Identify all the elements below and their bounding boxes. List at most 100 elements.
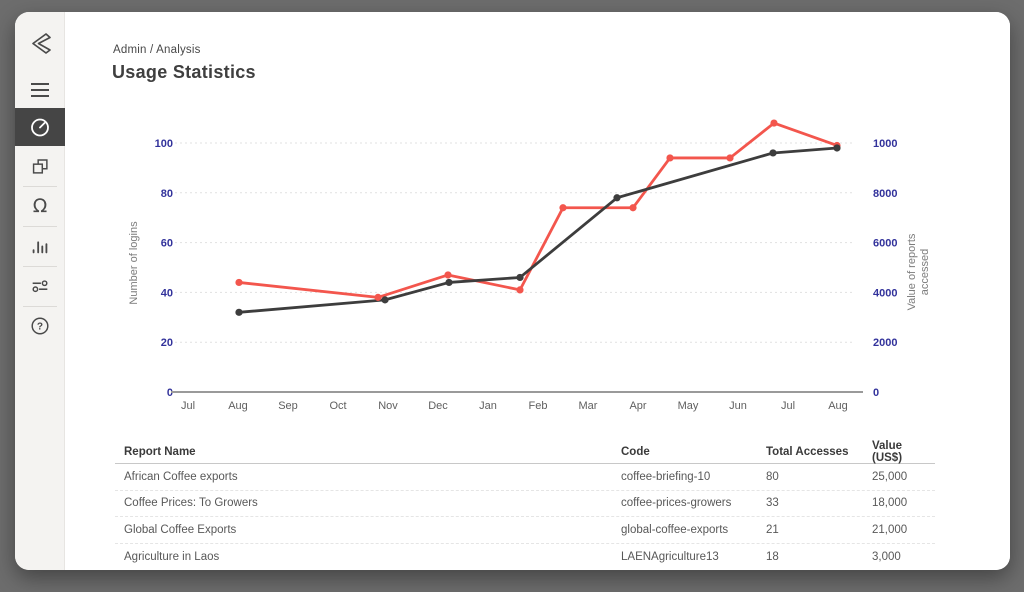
sidebar: Ω ?: [15, 12, 65, 570]
table-row[interactable]: Coffee Prices: To Growers coffee-prices-…: [115, 491, 935, 517]
x-axis-tick: May: [678, 400, 699, 412]
x-axis-tick: Apr: [629, 400, 646, 412]
app-window: Ω ? A: [15, 12, 1010, 570]
right-axis-tick: 4000: [873, 287, 897, 299]
value-cell: 25,000: [872, 470, 908, 483]
right-axis-tick: 6000: [873, 238, 897, 250]
left-axis-tick: 80: [161, 188, 173, 200]
brand-mark-icon: [32, 33, 51, 54]
x-axis-tick: Jun: [729, 400, 747, 412]
x-axis-tick: Aug: [828, 400, 848, 412]
omega-icon: Ω: [32, 194, 48, 217]
x-axis-tick: Jul: [181, 400, 195, 412]
right-axis-title: Value of reportsaccessed: [906, 233, 931, 310]
report-name-cell: Agriculture in Laos: [124, 550, 220, 563]
data-point-number-of-logins: [381, 296, 389, 304]
x-axis-tick: Nov: [378, 400, 398, 412]
x-axis-tick: Sep: [278, 400, 298, 412]
x-axis-tick: Jan: [479, 400, 497, 412]
x-axis-tick: Feb: [529, 400, 548, 412]
column-header-code: Code: [621, 446, 650, 458]
x-axis-tick: Oct: [329, 400, 346, 412]
column-header-value: Value (US$): [872, 440, 903, 464]
sidebar-item-help[interactable]: ?: [15, 306, 65, 346]
svg-text:?: ?: [37, 322, 43, 333]
series-line-value-of-reports: [237, 121, 839, 299]
right-axis-tick: 8000: [873, 188, 897, 200]
left-axis-tick: 0: [167, 387, 173, 399]
menu-button[interactable]: [15, 70, 65, 110]
sidebar-divider: [23, 266, 57, 267]
report-name-cell: African Coffee exports: [124, 470, 238, 483]
data-point-number-of-logins: [445, 278, 453, 287]
data-point-number-of-logins: [235, 308, 243, 316]
data-point-number-of-logins: [769, 149, 777, 157]
x-axis-tick: Dec: [428, 400, 448, 412]
data-point-value-of-reports: [770, 119, 778, 127]
report-name-cell: Coffee Prices: To Growers: [124, 497, 258, 510]
sliders-icon: [32, 280, 48, 293]
report-code-cell: coffee-prices-growers: [621, 497, 732, 510]
sidebar-divider: [23, 186, 57, 187]
table-header-row: Report Name Code Total Accesses Value (U…: [115, 440, 935, 464]
series-line-number-of-logins: [237, 146, 839, 314]
column-header-total-accesses: Total Accesses: [766, 446, 849, 458]
help-icon: ?: [31, 317, 49, 335]
data-point-value-of-reports: [559, 204, 567, 212]
sidebar-divider: [23, 306, 57, 307]
sidebar-item-dashboard[interactable]: [15, 108, 65, 146]
data-point-value-of-reports: [235, 278, 243, 287]
column-header-report-name: Report Name: [124, 446, 196, 458]
data-point-value-of-reports: [374, 293, 382, 301]
left-axis-tick: 100: [155, 138, 173, 150]
x-axis-tick: Aug: [228, 400, 248, 412]
bar-chart-icon: [32, 241, 48, 254]
sidebar-divider: [23, 226, 57, 227]
right-axis-tick: 0: [873, 387, 879, 399]
total-accesses-cell: 33: [766, 497, 779, 510]
data-point-number-of-logins: [833, 144, 841, 152]
total-accesses-cell: 18: [766, 550, 779, 563]
data-point-number-of-logins: [516, 273, 524, 282]
report-code-cell: coffee-briefing-10: [621, 470, 711, 483]
app-logo[interactable]: [15, 28, 65, 60]
data-point-value-of-reports: [666, 154, 674, 162]
main-content: Admin / Analysis Usage Statistics 0 0 20 20…: [65, 12, 1010, 570]
report-name-cell: Global Coffee Exports: [124, 523, 237, 536]
report-code-cell: LAENAgriculture13: [621, 550, 719, 563]
total-accesses-cell: 80: [766, 470, 779, 483]
right-axis-tick: 1000: [873, 138, 897, 150]
sidebar-item-omega[interactable]: Ω: [15, 186, 65, 226]
sidebar-item-charts[interactable]: [15, 226, 65, 266]
right-axis-tick: 2000: [873, 337, 897, 349]
data-point-value-of-reports: [726, 154, 734, 162]
left-axis-tick: 60: [161, 238, 173, 250]
breadcrumb[interactable]: Admin / Analysis: [113, 44, 201, 56]
left-axis-tick: 20: [161, 337, 173, 349]
left-axis-title: Number of logins: [128, 221, 140, 305]
left-axis-tick: 40: [161, 287, 173, 299]
usage-chart: 0 0 20 2000 40 4000 60 6000 80 8000 100 1000 Jul Aug S…: [115, 105, 945, 425]
reports-table: Report Name Code Total Accesses Value (U…: [115, 440, 935, 570]
total-accesses-cell: 21: [766, 523, 779, 536]
value-cell: 18,000: [872, 497, 908, 510]
overlapping-squares-icon: [32, 159, 48, 174]
table-row[interactable]: Agriculture in Laos LAENAgriculture13 18…: [115, 544, 935, 571]
hamburger-icon: [31, 83, 49, 97]
x-axis-tick: Mar: [579, 400, 598, 412]
data-point-number-of-logins: [613, 194, 621, 202]
page-title: Usage Statistics: [112, 62, 256, 82]
data-point-value-of-reports: [629, 204, 637, 212]
usage-chart-svg: 0 0 20 2000 40 4000 60 6000 80 8000 100 1000 Jul Aug S…: [128, 119, 931, 412]
value-cell: 21,000: [872, 523, 908, 536]
sidebar-item-pages[interactable]: [15, 146, 65, 186]
x-axis-tick: Jul: [781, 400, 795, 412]
table-row[interactable]: African Coffee exports coffee-briefing-1…: [115, 464, 935, 491]
table-row[interactable]: Global Coffee Exports global-coffee-expo…: [115, 517, 935, 544]
report-code-cell: global-coffee-exports: [621, 523, 729, 536]
data-point-value-of-reports: [516, 286, 524, 294]
data-point-value-of-reports: [444, 271, 452, 279]
value-cell: 3,000: [872, 550, 901, 563]
speedometer-icon: [31, 118, 49, 137]
sidebar-item-settings[interactable]: [15, 266, 65, 306]
